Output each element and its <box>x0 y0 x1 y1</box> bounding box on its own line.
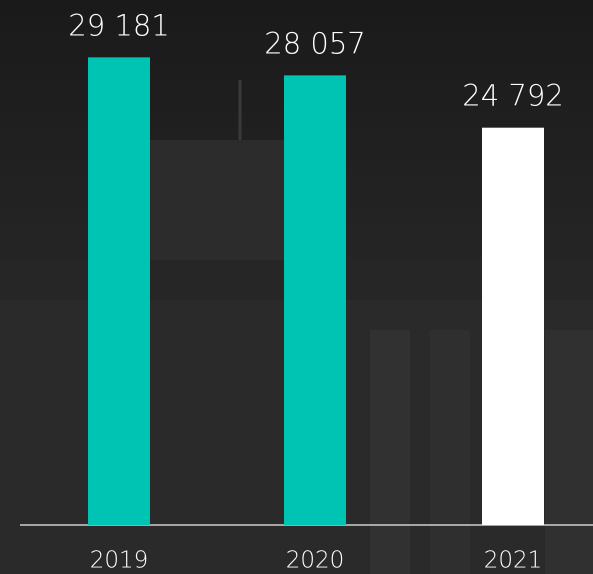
x-tick-label: 2020 <box>286 548 345 574</box>
value-label: 28 057 <box>264 26 365 60</box>
value-label: 29 181 <box>68 8 169 42</box>
x-tick-label: 2021 <box>484 548 543 574</box>
bar <box>88 57 150 525</box>
bar <box>482 127 544 525</box>
bar <box>284 75 346 525</box>
x-tick-label: 2019 <box>90 548 149 574</box>
value-label: 24 792 <box>462 79 563 113</box>
